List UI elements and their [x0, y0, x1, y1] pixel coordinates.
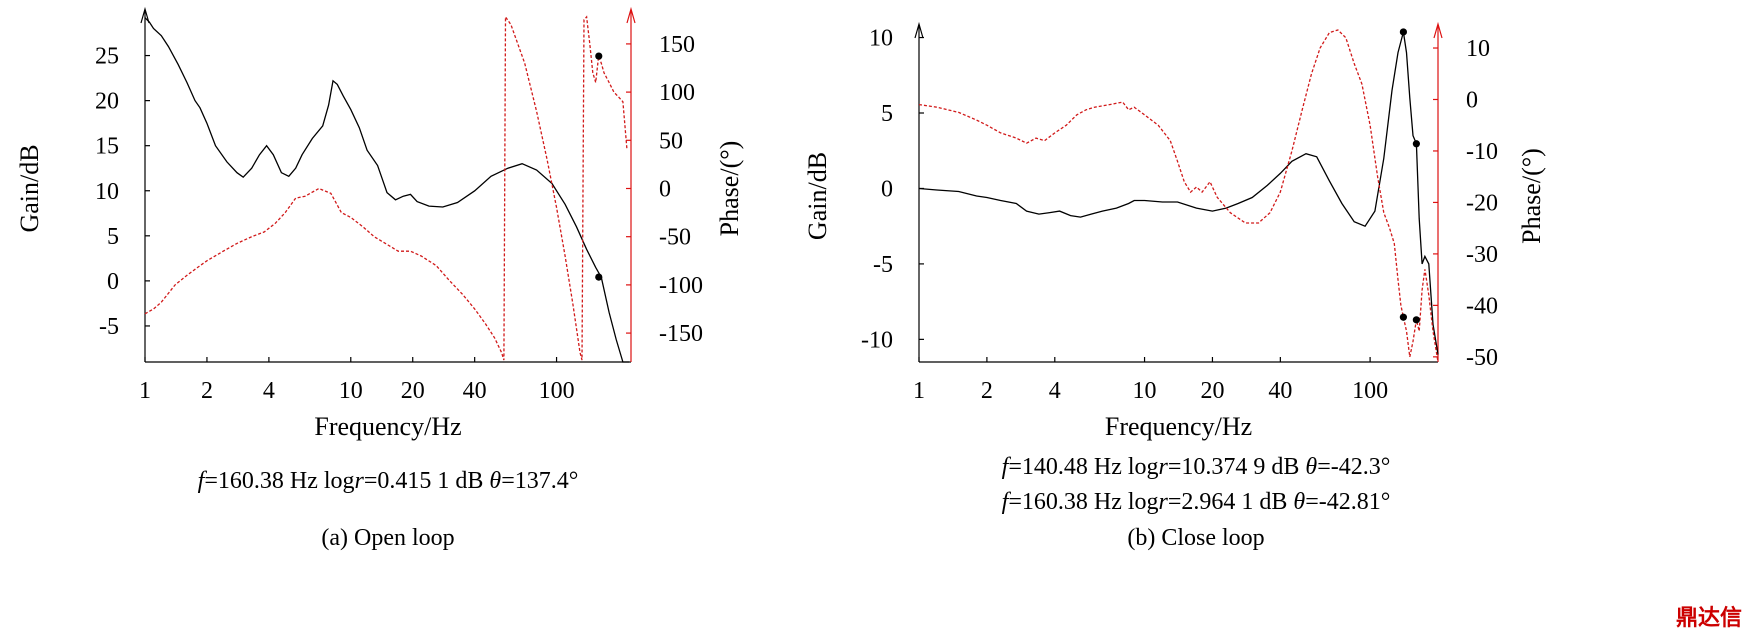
y-left-tick-label: -5	[873, 252, 893, 278]
data-marker	[1412, 316, 1420, 324]
gain-series-line	[144, 17, 629, 363]
y-left-tick-label: -5	[99, 314, 119, 340]
y-right-tick-label: 0	[1466, 87, 1478, 113]
x-tick-label: 1	[913, 378, 925, 404]
y-right-tick-label: 10	[1466, 36, 1490, 62]
y-left-tick-label: 10	[95, 179, 119, 205]
x-tick-label: 20	[1200, 378, 1224, 404]
y-axis-right-label: Phase/(°)	[715, 141, 744, 237]
y-left-tick-label: 5	[107, 224, 119, 250]
x-tick-label: 1	[139, 378, 151, 404]
panel-open-loop: 1 2 4 10 20 40 100-50510152025-150-100-5005010…	[15, 6, 744, 551]
y-right-tick-label: 50	[659, 128, 683, 154]
y-right-tick-label: -20	[1466, 190, 1498, 216]
data-marker	[595, 52, 603, 60]
x-tick-label: 4	[1049, 378, 1061, 404]
y-left-tick-label: 25	[95, 44, 119, 70]
x-tick-label: 20	[401, 378, 425, 404]
y-axis-right-label: Phase/(°)	[1517, 148, 1546, 244]
panel-close-loop: 1 2 4 10 20 40 100-10-50510-50-40-30-20-10010G…	[803, 21, 1546, 551]
y-left-tick-label: 10	[869, 26, 893, 52]
y-axis-left-arrow	[914, 21, 924, 39]
x-tick-label: 10	[1133, 378, 1157, 404]
y-right-tick-label: -150	[659, 321, 703, 347]
marker-readout: f=160.38 Hz logr=2.964 1 dB θ=-42.81°	[1002, 489, 1391, 515]
data-marker	[1399, 313, 1407, 321]
x-tick-label: 10	[339, 378, 363, 404]
phase-series-line	[918, 29, 1439, 363]
x-tick-label: 2	[981, 378, 993, 404]
data-marker	[1399, 28, 1407, 36]
phase-series-line	[144, 14, 628, 361]
y-axis-right-arrow	[626, 6, 636, 24]
y-axis-left-label: Gain/dB	[15, 144, 44, 232]
y-right-tick-label: 100	[659, 80, 695, 106]
y-right-tick-label: -100	[659, 273, 703, 299]
panel-caption: (a) Open loop	[321, 525, 454, 551]
y-left-tick-label: 15	[95, 134, 119, 160]
data-marker	[1412, 140, 1420, 148]
y-right-tick-label: -40	[1466, 293, 1498, 319]
y-right-tick-label: 0	[659, 177, 671, 203]
gain-series-line	[918, 31, 1439, 355]
x-tick-label: 2	[201, 378, 213, 404]
x-tick-label: 40	[1268, 378, 1292, 404]
y-axis-left-label: Gain/dB	[803, 152, 832, 240]
y-right-tick-label: -30	[1466, 242, 1498, 268]
x-tick-label: 4	[263, 378, 275, 404]
data-marker	[595, 273, 603, 281]
y-left-tick-label: 0	[107, 269, 119, 295]
x-tick-label: 100	[539, 378, 575, 404]
y-left-tick-label: -10	[861, 327, 893, 353]
y-right-tick-label: -10	[1466, 139, 1498, 165]
y-axis-right-arrow	[1433, 21, 1443, 39]
y-left-tick-label: 5	[881, 101, 893, 127]
watermark-logo: 鼎达信	[1676, 605, 1742, 631]
x-tick-label: 100	[1352, 378, 1388, 404]
panel-caption: (b) Close loop	[1127, 525, 1264, 551]
y-right-tick-label: -50	[1466, 345, 1498, 371]
y-left-tick-label: 20	[95, 89, 119, 115]
y-right-tick-label: -50	[659, 225, 691, 251]
y-right-tick-label: 150	[659, 32, 695, 58]
x-axis-label: Frequency/Hz	[314, 412, 461, 441]
x-axis-label: Frequency/Hz	[1105, 412, 1252, 441]
marker-readout: f=160.38 Hz logr=0.415 1 dB θ=137.4°	[198, 468, 579, 494]
marker-readout: f=140.48 Hz logr=10.374 9 dB θ=-42.3°	[1002, 454, 1391, 480]
y-axis-left-arrow	[140, 6, 150, 24]
x-tick-label: 40	[463, 378, 487, 404]
y-left-tick-label: 0	[881, 176, 893, 202]
